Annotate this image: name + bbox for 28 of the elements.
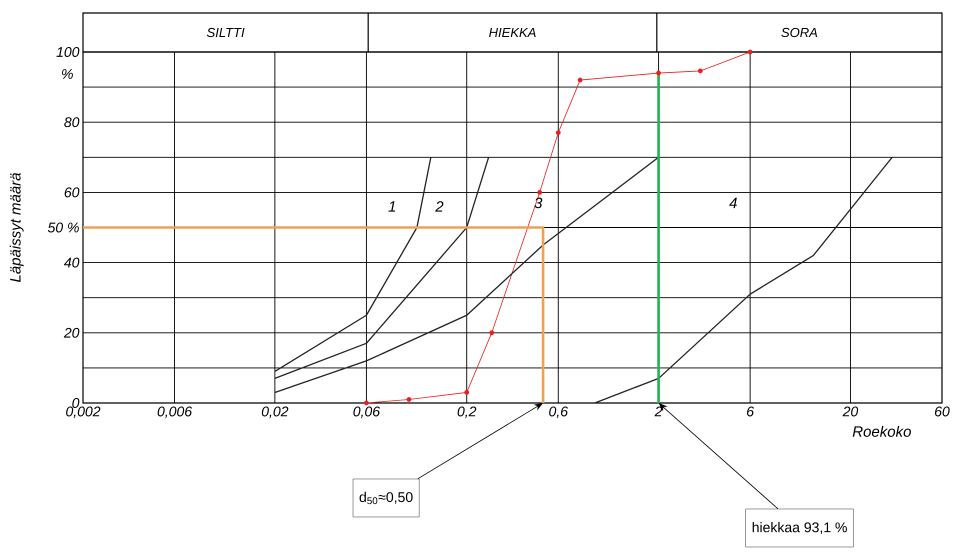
annotation: 2 (435, 201, 444, 212)
annotation: 4 (729, 198, 737, 208)
y-axis-title: Läpäissyt määrä (10, 172, 24, 282)
text: HIEKKA (489, 28, 536, 37)
text: SILTTI (206, 28, 244, 38)
y-tick-label: 80 (64, 117, 80, 128)
y-tick-label: 50 % (48, 222, 79, 232)
text: % (62, 69, 73, 79)
x-tick-label: 60 (934, 406, 950, 416)
x-tick-label: 0,6 (549, 406, 568, 418)
x-tick-label: 20 (842, 406, 858, 416)
y-tick-label: 40 (64, 258, 80, 268)
y-tick-label: 60 (64, 187, 80, 198)
annotation: 1 (388, 201, 396, 212)
x-tick-label: 0,002 (66, 406, 100, 418)
y-tick-label: 0 (72, 398, 80, 408)
annotation: d$_{50}$≈0,50 (360, 492, 413, 504)
x-tick-label: 0,2 (458, 406, 476, 418)
y-tick-label: 20 (64, 328, 80, 338)
x-axis-title: Roekoko (852, 426, 911, 437)
x-tick-label: 2 (654, 406, 662, 416)
x-tick-label: 0,006 (158, 406, 192, 418)
text: SORA (781, 28, 818, 38)
x-tick-label: 0,02 (262, 406, 288, 418)
annotation: hiekkaa 93,1 % (752, 522, 847, 534)
x-tick-label: 0,06 (353, 406, 380, 418)
y-tick-label: 100 (56, 47, 80, 57)
x-tick-label: 6 (747, 406, 754, 416)
